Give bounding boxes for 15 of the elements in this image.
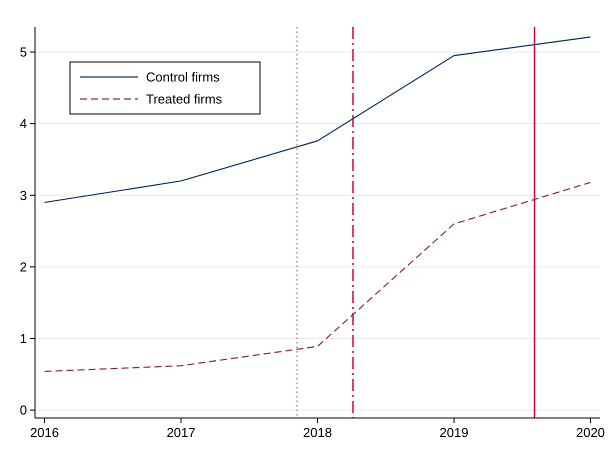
x-tick-label: 2017: [166, 425, 196, 440]
x-tick-label: 2019: [440, 425, 468, 440]
y-tick-label: 1: [20, 331, 27, 346]
y-tick-label: 5: [20, 44, 27, 60]
x-tick-label: 2018: [303, 425, 332, 440]
y-tick-label: 2: [20, 259, 27, 274]
x-tick-label: 2020: [576, 425, 605, 440]
line-series: [44, 182, 592, 372]
x-tick-label: 2016: [30, 425, 60, 440]
line-series: [44, 36, 592, 204]
y-tick-label: 4: [20, 116, 27, 132]
legend-label: Treated firms: [146, 92, 223, 107]
y-tick-label: 0: [20, 402, 27, 418]
y-tick-label: 3: [20, 188, 27, 203]
legend-label: Control firms: [146, 70, 220, 85]
